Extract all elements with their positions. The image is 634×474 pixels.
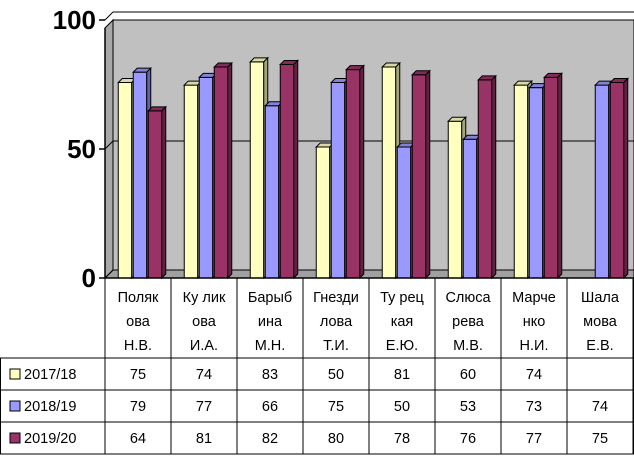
data-table: Поляк ова Н.В. Ку лик ова И.А. Барыб ина М.Н. Гне…: [0, 278, 634, 455]
data-label: 60: [460, 367, 476, 383]
data-label: 74: [592, 399, 608, 415]
bar-side: [359, 64, 365, 280]
bar-2017/18-7: [513, 84, 529, 279]
category-label: ова: [126, 314, 151, 330]
legend-key-2017/18: [9, 368, 21, 380]
category-label: И.А.: [190, 338, 218, 354]
bar-side: [491, 74, 497, 280]
category-label: М.Н.: [255, 338, 286, 354]
category-label: Ту рец: [380, 290, 424, 306]
bar-side: [425, 69, 431, 280]
gridline-side: [104, 140, 114, 150]
bar-2017/18-3: [249, 61, 265, 279]
bar-side: [227, 61, 233, 280]
bar-2019/20-8: [609, 82, 625, 279]
bar-side: [293, 59, 299, 280]
category-label: Барыб: [248, 290, 292, 306]
plot-side-wall: [104, 18, 114, 280]
category-label: Ку лик: [183, 290, 226, 306]
data-label: 50: [394, 399, 410, 415]
category-label: рева: [452, 314, 485, 330]
bar-2017/18-6: [447, 120, 463, 279]
y-tick-label: 0: [82, 263, 96, 293]
data-label: 76: [460, 431, 476, 447]
category-label: Шала: [581, 290, 620, 306]
bar-2018/19-7: [528, 87, 544, 279]
y-tick-label: 50: [67, 134, 96, 164]
data-label: 64: [130, 431, 146, 447]
bar-2018/19-3: [264, 105, 280, 279]
data-label: 75: [130, 367, 146, 383]
data-label: 75: [328, 399, 344, 415]
gridline-side: [104, 269, 114, 279]
bars: [117, 56, 629, 280]
legend-label: 2018/19: [24, 399, 76, 415]
bar-2019/20-4: [345, 69, 361, 279]
bar-2018/19-8: [594, 84, 610, 279]
bar-2017/18-5: [381, 66, 397, 279]
category-label: мова: [583, 314, 618, 330]
legend-key-2019/20: [9, 432, 21, 444]
category-label: Н.В.: [124, 338, 152, 354]
data-label: 78: [394, 431, 410, 447]
bar-2019/20-2: [213, 66, 229, 279]
data-label: 82: [262, 431, 278, 447]
gridline-side: [104, 11, 114, 21]
category-label: Т.И.: [323, 338, 349, 354]
bar-2019/20-6: [477, 79, 493, 279]
data-label: 83: [262, 367, 278, 383]
y-tick-labels: 0 50 100: [53, 5, 96, 293]
bar-2017/18-4: [315, 146, 331, 279]
data-label: 73: [526, 399, 542, 415]
category-label: ова: [192, 314, 217, 330]
category-label: Поляк: [118, 290, 159, 306]
category-label: кая: [391, 314, 414, 330]
bar-2017/18-2: [183, 84, 199, 279]
data-label: 79: [130, 399, 146, 415]
data-label: 50: [328, 367, 344, 383]
bar-2019/20-3: [279, 63, 295, 279]
data-label: 77: [196, 399, 212, 415]
bar-2018/19-5: [396, 146, 412, 279]
bar-side: [623, 77, 629, 280]
data-label: 80: [328, 431, 344, 447]
category-label: ина: [258, 314, 283, 330]
legend-label: 2019/20: [24, 431, 76, 447]
category-label: Слюса: [445, 290, 491, 306]
data-label: 81: [394, 367, 410, 383]
y-tick-label: 100: [53, 5, 96, 35]
bar-side: [161, 105, 167, 280]
data-label: 81: [196, 431, 212, 447]
data-label: 53: [460, 399, 476, 415]
bar-2018/19-6: [462, 138, 478, 279]
category-label: Е.Ю.: [386, 338, 418, 354]
bar-2017/18-1: [117, 82, 133, 279]
category-label: Е.В.: [586, 338, 613, 354]
data-label: 75: [592, 431, 608, 447]
bar-side: [557, 72, 563, 280]
bar-2018/19-4: [330, 82, 346, 279]
data-label: 74: [526, 367, 542, 383]
category-label: М.В.: [453, 338, 483, 354]
data-label: 77: [526, 431, 542, 447]
bar-2019/20-7: [543, 76, 559, 279]
category-label: Марче: [512, 290, 556, 306]
bar-2019/20-5: [411, 74, 427, 279]
data-label: 74: [196, 367, 212, 383]
legend-key-2018/19: [9, 400, 21, 412]
legend-label: 2017/18: [24, 367, 76, 383]
bar-2018/19-1: [132, 71, 148, 279]
bar-2019/20-1: [147, 110, 163, 279]
category-label: Гнезди: [313, 290, 359, 306]
category-label: Н.И.: [520, 338, 549, 354]
category-label: нко: [523, 314, 546, 330]
data-label: 66: [262, 399, 278, 415]
bar-2018/19-2: [198, 76, 214, 279]
category-label: лова: [320, 314, 353, 330]
